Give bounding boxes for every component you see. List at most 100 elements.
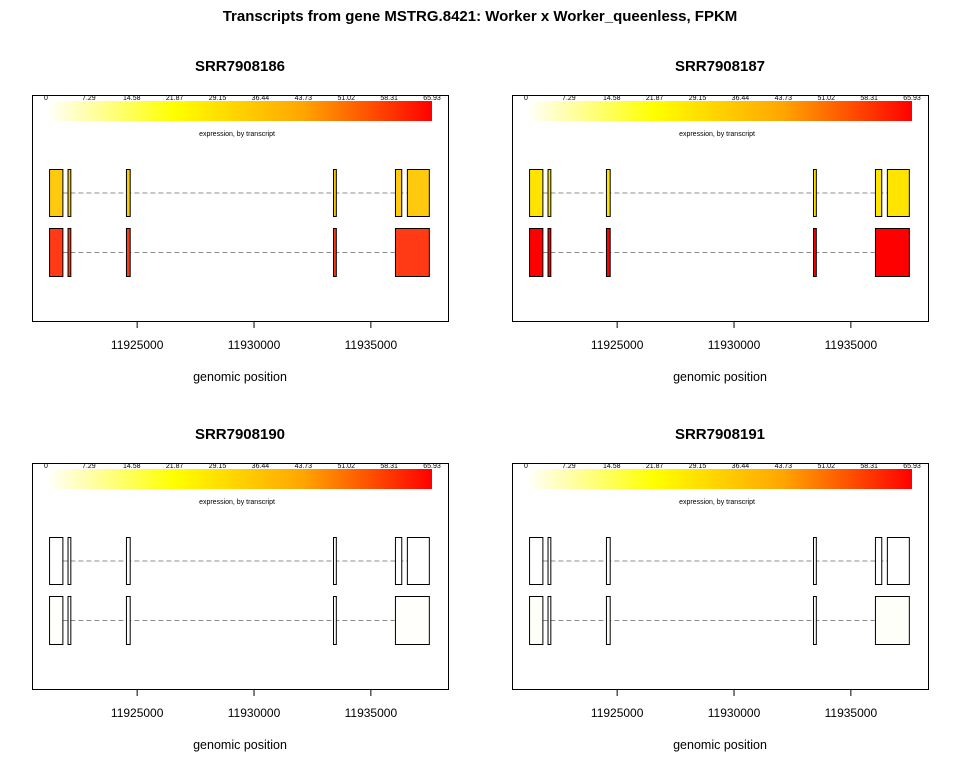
exon-box bbox=[605, 228, 611, 277]
x-tick-label: 11925000 bbox=[591, 706, 644, 720]
exon-box bbox=[67, 596, 72, 645]
legend-tick-label: 65.93 bbox=[423, 463, 441, 470]
legend-tick-label: 7.29 bbox=[82, 463, 96, 470]
legend-tick-label: 36.44 bbox=[252, 463, 270, 470]
exon-box bbox=[529, 537, 544, 585]
legend-color-bar bbox=[526, 469, 912, 489]
exon-box bbox=[547, 537, 552, 585]
exon-box bbox=[49, 169, 64, 217]
legend-tick-label: 7.29 bbox=[562, 95, 576, 102]
exon-box bbox=[125, 169, 131, 217]
exon-box bbox=[813, 169, 817, 217]
exon-box bbox=[547, 228, 552, 277]
legend-tick-label: 51.02 bbox=[337, 463, 355, 470]
exon-box bbox=[333, 537, 337, 585]
legend-tick-label: 65.93 bbox=[903, 463, 921, 470]
x-tick-label: 11930000 bbox=[228, 338, 281, 352]
legend-tick-label: 14.58 bbox=[603, 463, 621, 470]
exon-box bbox=[394, 169, 403, 217]
x-axis-label: genomic position bbox=[673, 738, 767, 752]
exon-box bbox=[394, 596, 430, 645]
exon-box bbox=[67, 537, 72, 585]
panel-title: SRR7908187 bbox=[675, 58, 765, 75]
legend-tick-label: 43.73 bbox=[295, 463, 313, 470]
x-tick-label: 11935000 bbox=[825, 338, 878, 352]
panel-title: SRR7908191 bbox=[675, 426, 765, 443]
x-tick-label: 11925000 bbox=[591, 338, 644, 352]
legend-color-bar bbox=[46, 101, 432, 121]
legend-tick-label: 58.31 bbox=[860, 463, 878, 470]
legend-tick-label: 14.58 bbox=[603, 95, 621, 102]
exon-box bbox=[813, 228, 817, 277]
legend-tick-label: 21.87 bbox=[646, 463, 664, 470]
legend-title: expression, by transcript bbox=[199, 499, 275, 506]
exon-box bbox=[547, 169, 552, 217]
exon-box bbox=[125, 596, 131, 645]
exon-box bbox=[886, 537, 910, 585]
x-axis-label: genomic position bbox=[193, 738, 287, 752]
legend-tick-label: 43.73 bbox=[775, 463, 793, 470]
legend-title: expression, by transcript bbox=[679, 131, 755, 138]
x-tick-label: 11925000 bbox=[111, 706, 164, 720]
panel-title: SRR7908190 bbox=[195, 426, 285, 443]
x-tick-label: 11935000 bbox=[825, 706, 878, 720]
x-tick-label: 11930000 bbox=[228, 706, 281, 720]
legend-tick-label: 58.31 bbox=[380, 463, 398, 470]
legend-tick-label: 43.73 bbox=[295, 95, 313, 102]
legend-tick-label: 29.15 bbox=[209, 463, 227, 470]
panel-1: SRR7908186 0 7.29 14.58 21.87 29.15 36.44 43.73… bbox=[32, 58, 449, 384]
legend-tick-label: 0 bbox=[524, 95, 528, 102]
panel-2: SRR7908187 0 7.29 14.58 21.87 29.15 36.44 43.73… bbox=[512, 58, 929, 384]
legend-tick-label: 51.02 bbox=[817, 95, 835, 102]
exon-box bbox=[529, 169, 544, 217]
legend-tick-label: 21.87 bbox=[166, 95, 184, 102]
legend-tick-label: 36.44 bbox=[732, 463, 750, 470]
legend-tick-label: 36.44 bbox=[252, 95, 270, 102]
plot-frame bbox=[512, 95, 929, 322]
exon-box bbox=[49, 537, 64, 585]
exon-box bbox=[813, 596, 817, 645]
panel-4: SRR7908191 0 7.29 14.58 21.87 29.15 36.44 43.73… bbox=[512, 426, 929, 752]
exon-box bbox=[529, 228, 544, 277]
exon-box bbox=[406, 169, 430, 217]
exon-box bbox=[125, 228, 131, 277]
legend-tick-label: 58.31 bbox=[380, 95, 398, 102]
exon-box bbox=[529, 596, 544, 645]
legend-color-bar bbox=[46, 469, 432, 489]
exon-box bbox=[605, 596, 611, 645]
exon-box bbox=[605, 537, 611, 585]
exon-box bbox=[394, 537, 403, 585]
exon-box bbox=[547, 596, 552, 645]
plot-frame bbox=[512, 463, 929, 690]
legend-tick-label: 14.58 bbox=[123, 463, 141, 470]
x-tick-label: 11930000 bbox=[708, 338, 761, 352]
exon-box bbox=[874, 537, 883, 585]
legend-tick-label: 0 bbox=[44, 463, 48, 470]
legend-title: expression, by transcript bbox=[679, 499, 755, 506]
exon-box bbox=[394, 228, 430, 277]
exon-box bbox=[874, 169, 883, 217]
legend-tick-label: 14.58 bbox=[123, 95, 141, 102]
legend-tick-label: 51.02 bbox=[337, 95, 355, 102]
legend-tick-label: 7.29 bbox=[82, 95, 96, 102]
legend-tick-label: 21.87 bbox=[646, 95, 664, 102]
exon-box bbox=[333, 596, 337, 645]
exon-box bbox=[406, 537, 430, 585]
legend-tick-label: 29.15 bbox=[689, 95, 707, 102]
x-axis-label: genomic position bbox=[193, 370, 287, 384]
exon-box bbox=[605, 169, 611, 217]
exon-box bbox=[333, 228, 337, 277]
exon-box bbox=[125, 537, 131, 585]
exon-box bbox=[886, 169, 910, 217]
x-axis-label: genomic position bbox=[673, 370, 767, 384]
legend-tick-label: 51.02 bbox=[817, 463, 835, 470]
legend-tick-label: 58.31 bbox=[860, 95, 878, 102]
plot-frame bbox=[32, 95, 449, 322]
x-tick-label: 11935000 bbox=[345, 706, 398, 720]
panel-3: SRR7908190 0 7.29 14.58 21.87 29.15 36.44 43.73… bbox=[32, 426, 449, 752]
legend-tick-label: 65.93 bbox=[903, 95, 921, 102]
legend-tick-label: 43.73 bbox=[775, 95, 793, 102]
legend-color-bar bbox=[526, 101, 912, 121]
exon-box bbox=[67, 169, 72, 217]
exon-box bbox=[874, 228, 910, 277]
